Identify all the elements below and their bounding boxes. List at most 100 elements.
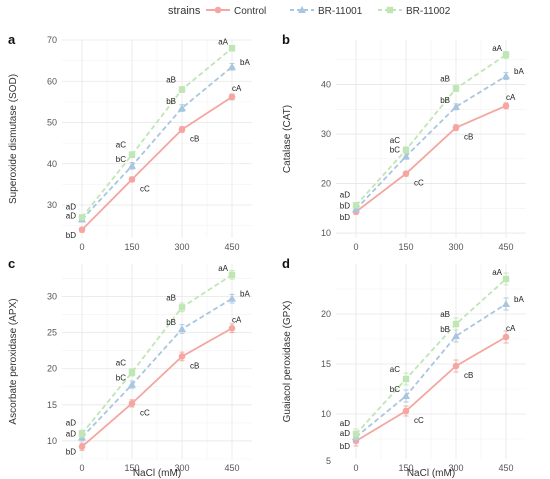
- panel-letter: d: [282, 256, 290, 271]
- significance-label: aD: [340, 429, 350, 438]
- data-point: [78, 443, 86, 451]
- data-point: [178, 86, 186, 93]
- significance-label: cA: [506, 93, 516, 102]
- significance-label: bA: [240, 58, 250, 67]
- significance-label: aD: [66, 211, 76, 220]
- data-point: [228, 62, 236, 70]
- data-point: [128, 151, 136, 158]
- y-tick-label: 20: [47, 364, 57, 374]
- significance-label: bC: [116, 155, 126, 164]
- data-point: [228, 324, 236, 332]
- data-point: [452, 320, 460, 328]
- x-tick-label: 300: [448, 242, 463, 252]
- x-tick-label: 150: [124, 463, 139, 473]
- significance-label: bC: [116, 374, 126, 383]
- significance-label: cB: [464, 371, 473, 380]
- significance-label: cB: [190, 135, 199, 144]
- data-point: [452, 362, 460, 370]
- panel-letter: a: [8, 32, 16, 47]
- data-point: [228, 294, 236, 302]
- significance-label: cA: [506, 324, 516, 333]
- y-tick-label: 10: [321, 409, 331, 419]
- significance-label: cC: [140, 408, 150, 417]
- series-line-1: [355, 75, 507, 210]
- y-tick-label: 15: [321, 359, 331, 369]
- data-point: [502, 102, 510, 110]
- significance-label: aA: [218, 264, 228, 273]
- data-point: [128, 380, 136, 388]
- x-tick-label: 450: [498, 242, 513, 252]
- y-tick-label: 30: [47, 200, 57, 210]
- series-line-1: [81, 297, 233, 438]
- data-point: [178, 104, 186, 112]
- significance-label: aC: [390, 136, 400, 145]
- data-point: [78, 430, 86, 437]
- series-line-0: [355, 336, 507, 442]
- significance-label: bD: [66, 448, 76, 457]
- data-point: [228, 271, 236, 279]
- y-tick-label: 20: [321, 179, 331, 189]
- significance-label: cA: [232, 315, 242, 324]
- significance-label: aC: [116, 358, 126, 367]
- x-tick-label: 450: [224, 242, 239, 252]
- significance-label: aA: [492, 44, 502, 53]
- y-axis-title: Ascorbate peroxidase (APX): [8, 298, 19, 424]
- x-tick-label: 0: [79, 463, 84, 473]
- x-tick-label: 300: [174, 242, 189, 252]
- significance-label: aB: [440, 310, 450, 319]
- y-axis-title: Guaiacol peroxidase (GPX): [282, 301, 293, 423]
- y-tick-label: 5: [326, 456, 331, 466]
- significance-label: aC: [116, 141, 126, 150]
- significance-label: bB: [440, 96, 450, 105]
- data-point: [178, 325, 186, 332]
- series-line-2: [81, 274, 233, 435]
- y-tick-label: 60: [47, 76, 57, 86]
- significance-label: aC: [390, 365, 400, 374]
- significance-label: cB: [190, 361, 199, 370]
- significance-label: aD: [340, 419, 350, 428]
- x-tick-label: 150: [398, 463, 413, 473]
- series-line-2: [81, 47, 233, 218]
- data-point: [352, 430, 360, 438]
- panel-letter: c: [8, 256, 15, 271]
- data-point: [452, 85, 460, 92]
- data-point: [402, 407, 410, 415]
- y-tick-label: 20: [321, 309, 331, 319]
- significance-label: bD: [340, 201, 350, 210]
- significance-label: aA: [218, 37, 228, 46]
- significance-label: bD: [66, 231, 76, 240]
- legend-marker-1: [298, 6, 306, 13]
- data-point: [452, 332, 460, 339]
- x-tick-label: 300: [448, 463, 463, 473]
- y-axis-title: Catalase (CAT): [282, 105, 293, 173]
- significance-label: bA: [514, 295, 524, 304]
- data-point: [352, 202, 360, 209]
- data-point: [502, 72, 510, 80]
- y-tick-label: 30: [47, 292, 57, 302]
- legend: strains Control BR-11001 BR-11002: [168, 5, 451, 17]
- y-tick-label: 15: [47, 400, 57, 410]
- legend-marker-2: [386, 6, 394, 14]
- data-point: [402, 375, 410, 383]
- y-tick-label: 40: [47, 159, 57, 169]
- significance-label: bB: [166, 318, 176, 327]
- significance-label: aD: [66, 202, 76, 211]
- y-tick-label: 10: [47, 436, 57, 446]
- y-tick-label: 25: [47, 328, 57, 338]
- data-point: [228, 93, 236, 101]
- data-point: [502, 300, 510, 307]
- data-point: [502, 333, 510, 341]
- data-point: [452, 124, 460, 131]
- significance-label: aB: [166, 76, 176, 85]
- significance-label: aD: [66, 419, 76, 428]
- significance-label: cB: [464, 133, 473, 142]
- data-point: [402, 392, 410, 399]
- x-tick-label: 300: [174, 463, 189, 473]
- legend-label-0: Control: [234, 6, 266, 17]
- significance-label: aD: [340, 190, 350, 199]
- significance-label: bA: [240, 290, 250, 299]
